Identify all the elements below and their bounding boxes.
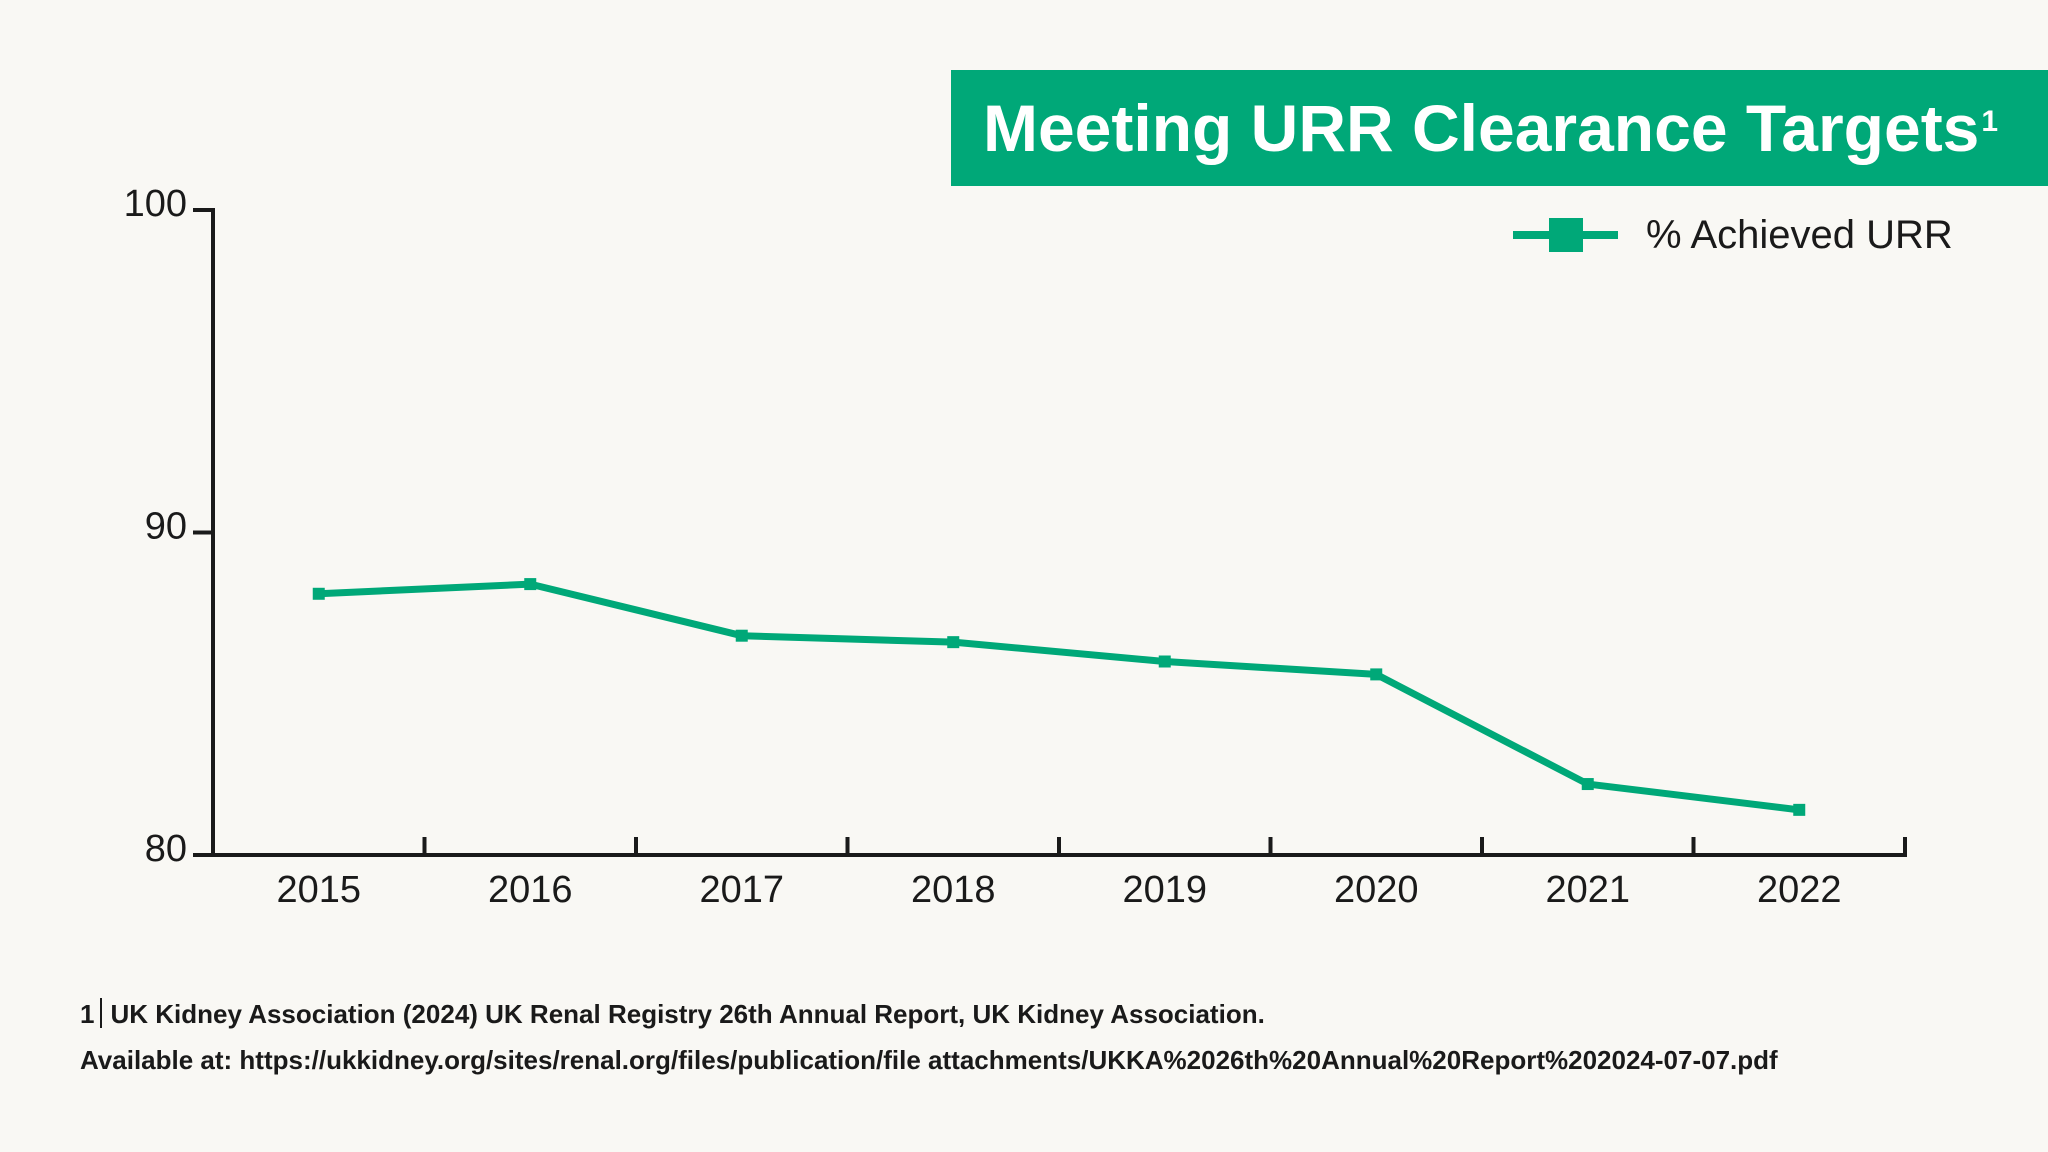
chart-title-footnote-marker: 1 <box>1981 105 1999 138</box>
chart-title-banner: Meeting URR Clearance Targets 1 <box>951 70 2048 186</box>
y-tick-label: 100 <box>124 183 187 225</box>
data-point-marker <box>735 629 748 642</box>
footnote-citation: 1 UK Kidney Association (2024) UK Renal R… <box>80 998 1265 1030</box>
x-tick-label: 2016 <box>488 869 573 911</box>
data-point-marker <box>1793 803 1806 816</box>
data-point-marker <box>524 578 537 591</box>
x-tick-label: 2015 <box>276 869 361 911</box>
x-tick-label: 2017 <box>699 869 784 911</box>
x-tick-label: 2019 <box>1122 869 1207 911</box>
data-point-marker <box>1158 655 1171 668</box>
series-line <box>318 580 1800 814</box>
footnote-line-2: Available at: https://ukkidney.org/sites… <box>80 1045 1778 1075</box>
footnote-number: 1 <box>80 999 95 1029</box>
x-tick-label: 2020 <box>1334 869 1419 911</box>
chart-legend: % Achieved URR <box>1513 213 1953 257</box>
footnote-source-url: Available at: https://ukkidney.org/sites… <box>80 1045 1778 1076</box>
chart-title: Meeting URR Clearance Targets <box>983 91 1980 165</box>
legend-label: % Achieved URR <box>1646 213 1953 257</box>
chart-series <box>312 578 1806 816</box>
y-tick-label: 80 <box>145 828 187 870</box>
x-tick-label: 2018 <box>911 869 996 911</box>
data-point-marker <box>312 587 325 600</box>
data-point-marker <box>1370 668 1383 681</box>
x-axis-ticks: 2015 2016 2017 2018 2019 2020 2021 2022 <box>276 837 1907 911</box>
legend-marker-swatch <box>1549 218 1583 252</box>
chart-axes <box>193 208 1907 857</box>
footnote-line-1: UK Kidney Association (2024) UK Renal Re… <box>110 999 1265 1029</box>
y-axis-ticks: 80 90 100 <box>124 183 213 870</box>
data-point-marker <box>947 636 960 649</box>
data-point-marker <box>1581 778 1594 791</box>
x-tick-label: 2022 <box>1757 869 1842 911</box>
y-tick-label: 90 <box>145 506 187 548</box>
footnote-separator <box>100 998 103 1028</box>
x-tick-label: 2021 <box>1545 869 1630 911</box>
